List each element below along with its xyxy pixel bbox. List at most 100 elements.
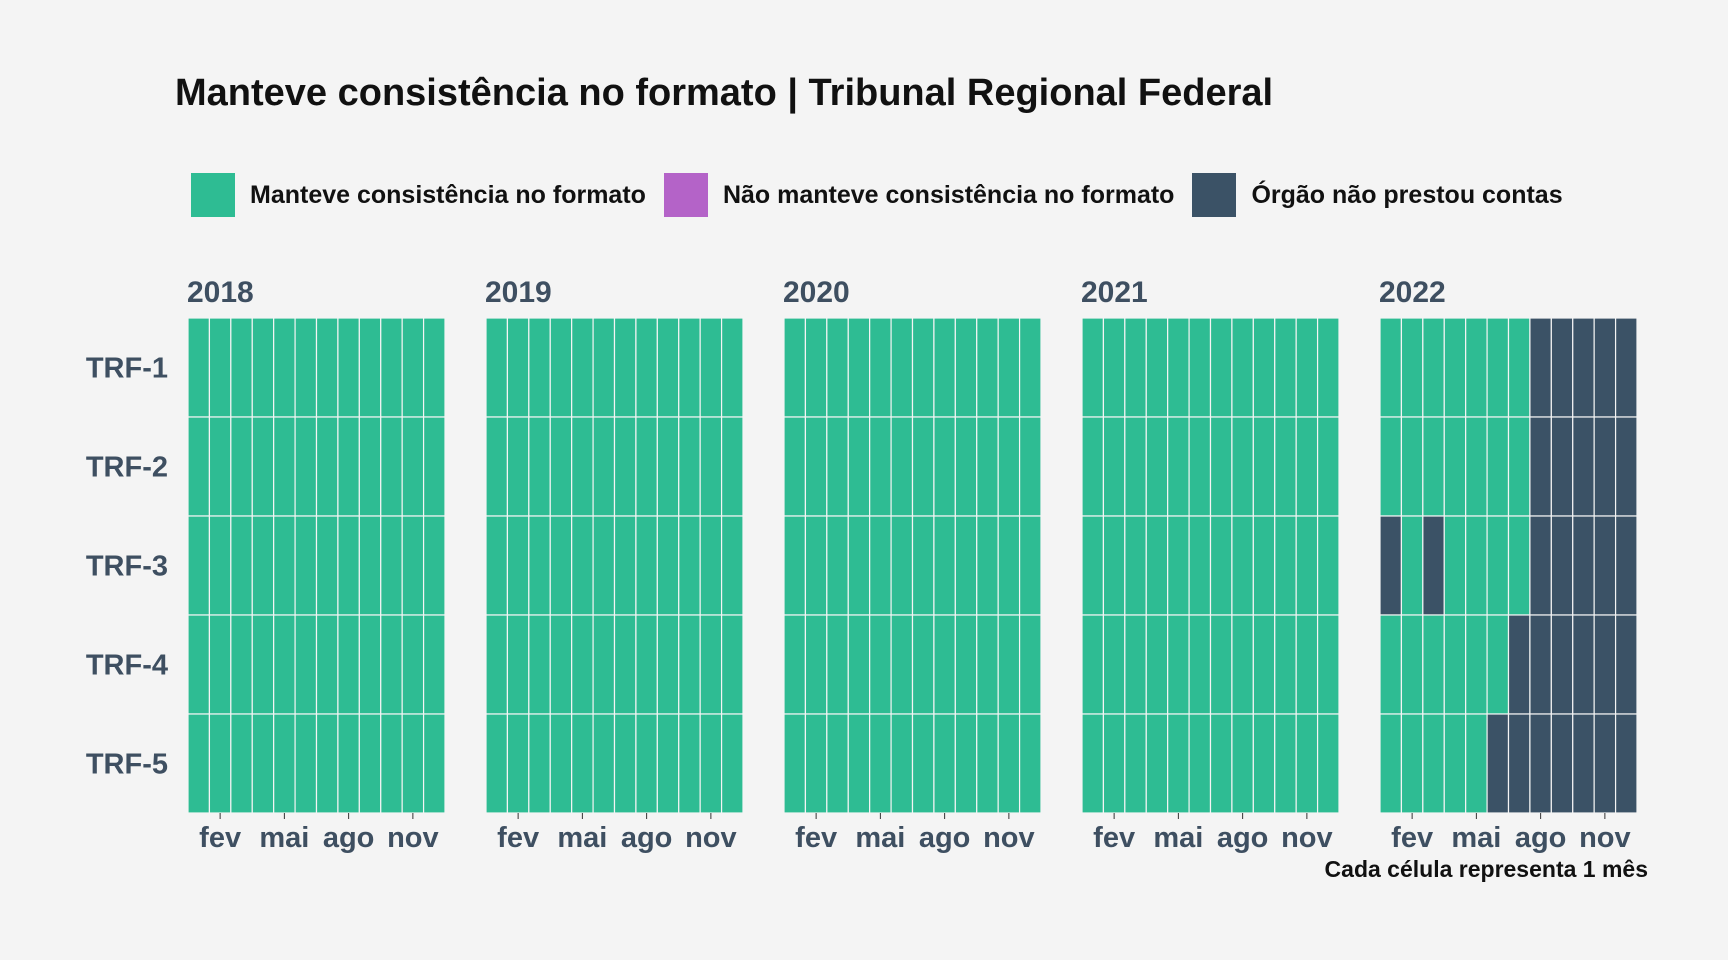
heatmap-cell <box>273 713 296 814</box>
heatmap-cell <box>1507 317 1531 418</box>
heatmap-cell <box>869 515 892 616</box>
heatmap-cell <box>1443 416 1467 517</box>
heatmap-cell <box>1529 317 1552 418</box>
heatmap-cell <box>1400 317 1424 418</box>
heatmap-cell <box>1465 614 1488 715</box>
heatmap-cell <box>1550 614 1574 715</box>
heatmap-cell <box>613 614 637 715</box>
heatmap-cell <box>1507 614 1531 715</box>
legend: Manteve consistência no formato Não mant… <box>191 173 1581 217</box>
heatmap-cell <box>506 416 530 517</box>
heatmap-cell <box>1443 515 1467 616</box>
heatmap-cell <box>1486 713 1510 814</box>
heatmap-cell <box>1400 614 1424 715</box>
heatmap-cell <box>911 416 935 517</box>
heatmap-cell <box>1018 416 1042 517</box>
heatmap-cell <box>954 614 978 715</box>
heatmap-cell <box>528 614 551 715</box>
heatmap-cell <box>1081 317 1105 418</box>
heatmap-cell <box>273 317 296 418</box>
heatmap-cell <box>976 713 999 814</box>
heatmap-cell <box>1379 614 1403 715</box>
heatmap-cell <box>401 416 425 517</box>
panel-year-label: 2018 <box>187 276 254 309</box>
heatmap-cell <box>720 515 744 616</box>
heatmap-cell <box>954 515 978 616</box>
heatmap-cell <box>826 317 849 418</box>
heatmap-cell <box>294 416 318 517</box>
heatmap-cell <box>1550 515 1574 616</box>
heatmap-cell <box>251 614 275 715</box>
heatmap-cell <box>1209 416 1233 517</box>
heatmap-cell <box>1400 713 1424 814</box>
heatmap-cell <box>699 614 723 715</box>
heatmap-cell <box>826 614 849 715</box>
heatmap-cell <box>1209 614 1233 715</box>
heatmap-cell <box>1018 713 1042 814</box>
heatmap-cell <box>1529 713 1552 814</box>
heatmap-cell <box>613 515 637 616</box>
heatmap-cell <box>911 317 935 418</box>
heatmap-cell <box>720 713 744 814</box>
heatmap-cell <box>911 713 935 814</box>
heatmap-cell <box>1295 713 1319 814</box>
heatmap-cell <box>954 317 978 418</box>
heatmap-cell <box>1231 416 1254 517</box>
heatmap-cell <box>1252 713 1276 814</box>
heatmap-cell <box>890 515 914 616</box>
heatmap-cell <box>1167 317 1190 418</box>
heatmap-cell <box>1316 515 1340 616</box>
heatmap-cell <box>380 713 403 814</box>
heatmap-cell <box>933 317 956 418</box>
panel-2021: 2021 fev mai ago nov <box>1081 276 1340 854</box>
month-tick-label-ago: ago <box>1515 822 1567 854</box>
heatmap-cell <box>380 317 403 418</box>
heatmap-cell <box>933 515 956 616</box>
heatmap-cell <box>1018 515 1042 616</box>
heatmap-cell <box>294 515 318 616</box>
heatmap-cell <box>592 317 616 418</box>
heatmap-cell <box>506 614 530 715</box>
heatmap-cell <box>783 713 807 814</box>
heatmap-cell <box>571 614 594 715</box>
heatmap-cell <box>1465 317 1488 418</box>
heatmap-cell <box>251 317 275 418</box>
heatmap-cell <box>592 515 616 616</box>
month-tick-label-nov: nov <box>685 822 737 854</box>
legend-item-nao-manteve: Não manteve consistência no formato <box>663 173 1174 217</box>
month-tick-label-nov: nov <box>1579 822 1631 854</box>
heatmap-cell <box>485 416 509 517</box>
heatmap-cell <box>826 515 849 616</box>
heatmap-cell <box>187 416 211 517</box>
heatmap-cell <box>549 515 573 616</box>
heatmap-cell <box>1550 317 1574 418</box>
month-tick-label-ago: ago <box>1217 822 1269 854</box>
heatmap-cell <box>847 515 871 616</box>
heatmap-cell <box>208 515 232 616</box>
heatmap-cell <box>635 515 658 616</box>
heatmap-cell <box>869 416 892 517</box>
heatmap-cell <box>890 614 914 715</box>
heatmap-cell <box>976 317 999 418</box>
heatmap-cell <box>571 317 594 418</box>
heatmap-cell <box>1422 317 1445 418</box>
month-tick-label-fev: fev <box>199 822 241 854</box>
heatmap-cell <box>549 713 573 814</box>
heatmap-cell <box>1252 317 1276 418</box>
heatmap-cell <box>847 614 871 715</box>
heatmap-cell <box>869 317 892 418</box>
heatmap-cell <box>1167 515 1190 616</box>
heatmap-cell <box>1252 416 1276 517</box>
heatmap-cell <box>997 317 1021 418</box>
heatmap-cell <box>1614 713 1638 814</box>
heatmap-cell <box>635 614 658 715</box>
heatmap-cell <box>1188 317 1212 418</box>
month-tick-label-nov: nov <box>387 822 439 854</box>
heatmap-cell <box>656 614 680 715</box>
heatmap-cell <box>678 713 701 814</box>
heatmap-cell <box>1102 317 1126 418</box>
chart-caption: Cada célula representa 1 mês <box>1324 856 1648 882</box>
heatmap-cell <box>783 416 807 517</box>
heatmap-cell <box>1593 614 1617 715</box>
heatmap-cell <box>337 416 360 517</box>
